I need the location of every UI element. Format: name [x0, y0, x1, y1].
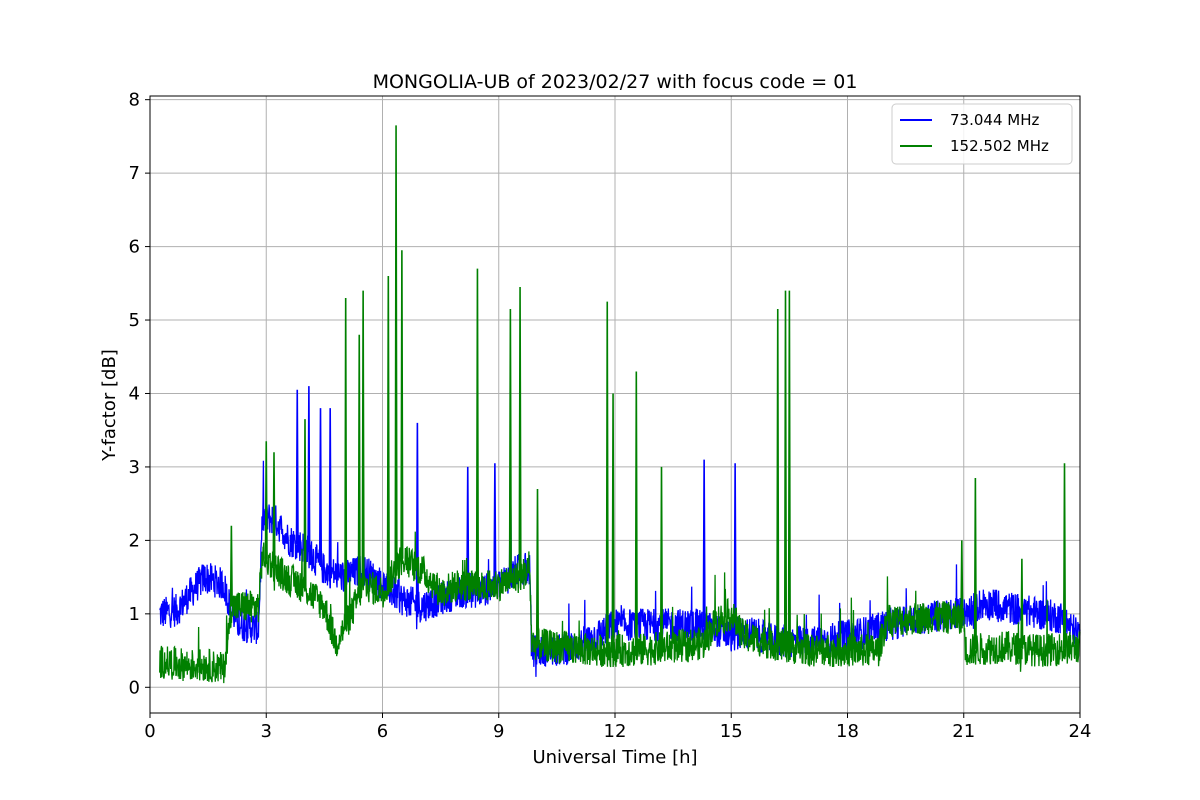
y-tick-label: 8 — [129, 90, 140, 111]
spike-point — [493, 463, 497, 586]
x-tick-label: 24 — [1069, 721, 1092, 742]
spike-point — [787, 290, 791, 647]
spike-point — [508, 309, 512, 581]
spike-point — [1062, 463, 1067, 649]
y-tick-label: 7 — [129, 163, 140, 184]
spike-point — [344, 297, 348, 625]
x-tick-label: 21 — [952, 721, 975, 742]
spike-point — [783, 290, 788, 647]
spike-point — [328, 408, 332, 572]
spike-point — [295, 389, 299, 545]
series-0 — [159, 386, 1081, 677]
x-tick-label: 12 — [604, 721, 627, 742]
spike-point — [611, 393, 615, 651]
x-tick-label: 18 — [836, 721, 859, 742]
x-tick-label: 15 — [720, 721, 743, 742]
spike-point — [518, 286, 522, 576]
spike-point — [394, 125, 398, 569]
spike-point — [272, 452, 276, 567]
legend-label: 73.044 MHz — [950, 111, 1039, 129]
spike-point — [475, 268, 480, 588]
chart-title: MONGOLIA-UB of 2023/02/27 with focus cod… — [373, 71, 858, 93]
series-line-1 — [159, 531, 1081, 684]
x-axis-label: Universal Time [h] — [532, 747, 697, 768]
spike-point — [973, 477, 977, 650]
legend-box — [891, 103, 1073, 165]
x-tick-label: 0 — [144, 721, 155, 742]
y-tick-label: 6 — [129, 237, 140, 258]
spike-point — [605, 301, 609, 651]
legend-label: 152.502 MHz — [950, 137, 1049, 155]
spike-point — [535, 488, 540, 645]
x-tick-label: 9 — [493, 721, 504, 742]
y-tick-label: 0 — [129, 677, 140, 698]
spike-point — [264, 441, 268, 559]
spike-point — [776, 309, 780, 645]
y-tick-label: 2 — [129, 530, 140, 551]
spike-point — [960, 540, 964, 618]
spike-point — [400, 250, 404, 559]
spike-point — [307, 386, 311, 553]
x-axis: 0 3 6 9 12 15 18 21 24 — [144, 713, 1091, 742]
y-tick-label: 4 — [129, 383, 140, 404]
legend: 73.044 MHz 152.502 MHz — [891, 103, 1073, 165]
spike-point — [634, 371, 638, 651]
y-tick-label: 3 — [129, 457, 140, 478]
y-axis-label: Y-factor [dB] — [99, 349, 120, 462]
spike-point — [466, 466, 470, 592]
spike-point — [702, 459, 706, 628]
spike-point — [357, 334, 361, 595]
spike-point — [1020, 558, 1024, 649]
spike-point — [733, 463, 737, 636]
y-tick-label: 1 — [129, 604, 140, 625]
spike-point — [303, 419, 307, 589]
series-1 — [159, 125, 1081, 684]
spike-point — [386, 275, 390, 582]
spike-point — [415, 422, 419, 606]
spike-point — [361, 290, 365, 585]
spike-point — [318, 408, 323, 566]
plot-area — [159, 125, 1081, 684]
spike-point — [229, 525, 233, 607]
y-axis: 0 1 2 3 4 5 6 7 8 — [129, 90, 150, 698]
spike-point — [659, 466, 664, 648]
x-tick-label: 6 — [377, 721, 388, 742]
x-tick-label: 3 — [261, 721, 272, 742]
y-tick-label: 5 — [129, 310, 140, 331]
